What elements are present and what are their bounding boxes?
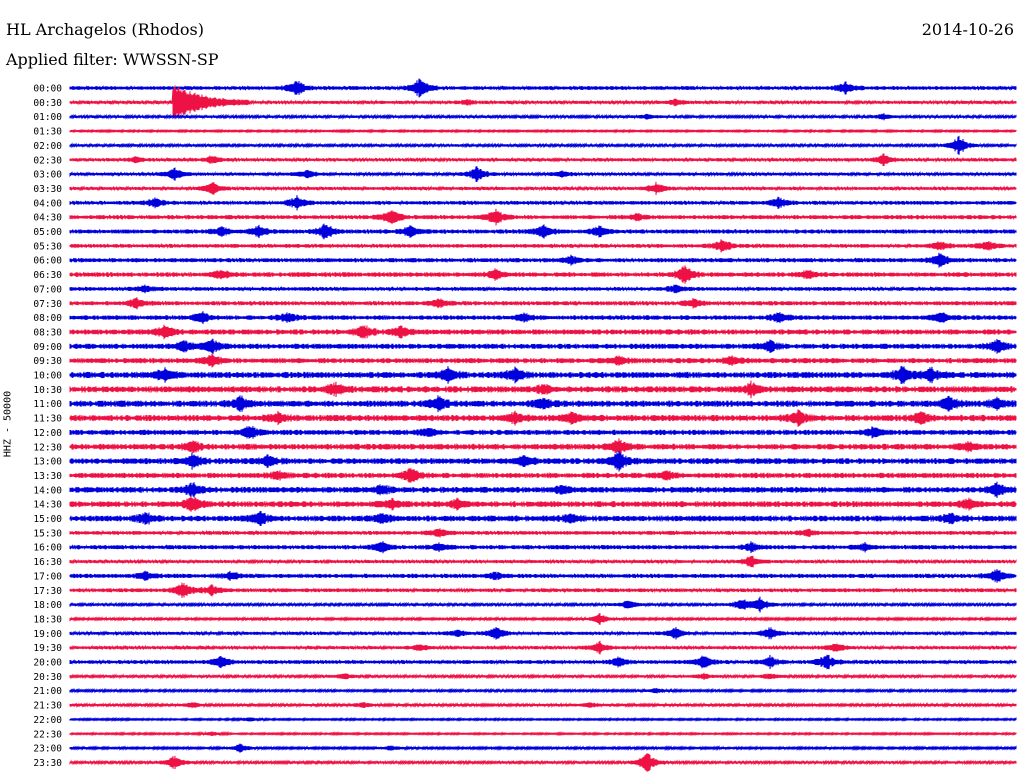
trace-time-label: 21:30 [33,701,62,712]
trace-time-label: 15:30 [33,528,62,539]
trace-time-label: 10:30 [33,385,62,396]
trace-time-label: 10:00 [33,371,62,382]
trace-time-label: 04:30 [33,213,62,224]
station-title: HL Archagelos (Rhodos) [6,20,204,39]
trace-time-label: 20:30 [33,672,62,683]
trace-time-label: 23:30 [33,758,62,769]
trace-time-label: 02:00 [33,141,62,152]
trace-time-label: 19:00 [33,629,62,640]
trace-time-label: 06:00 [33,256,62,267]
trace-time-label: 01:00 [33,112,62,123]
trace-time-label: 09:00 [33,342,62,353]
trace-time-label: 17:00 [33,571,62,582]
trace-time-label: 14:00 [33,485,62,496]
trace-time-label: 12:30 [33,442,62,453]
trace-time-label: 12:00 [33,428,62,439]
trace-time-label: 21:00 [33,686,62,697]
trace-time-label: 15:00 [33,514,62,525]
trace-time-label: 11:30 [33,414,62,425]
trace-time-label: 19:30 [33,643,62,654]
trace-time-label: 08:30 [33,327,62,338]
trace-time-label: 22:00 [33,715,62,726]
trace-time-label: 17:30 [33,586,62,597]
trace-time-label: 13:30 [33,471,62,482]
trace-time-label: 04:00 [33,198,62,209]
trace-time-label: 22:30 [33,729,62,740]
trace-time-label: 07:00 [33,284,62,295]
trace-time-label: 09:30 [33,356,62,367]
trace-time-label: 16:00 [33,543,62,554]
trace-time-label: 00:00 [33,84,62,95]
trace-time-label: 05:30 [33,241,62,252]
trace-time-label: 23:00 [33,744,62,755]
trace-time-label: 11:00 [33,399,62,410]
trace-time-label: 05:00 [33,227,62,238]
trace-time-label: 03:30 [33,184,62,195]
trace-time-label: 20:00 [33,658,62,669]
trace-time-label: 07:30 [33,299,62,310]
trace-time-label: 14:30 [33,500,62,511]
trace-time-label: 06:30 [33,270,62,281]
trace-time-label: 08:00 [33,313,62,324]
trace-time-label: 18:30 [33,614,62,625]
trace-time-label: 13:00 [33,457,62,468]
trace-time-label: 01:30 [33,127,62,138]
trace-time-label: 03:00 [33,170,62,181]
trace-time-label: 02:30 [33,155,62,166]
trace-time-label: 18:00 [33,600,62,611]
trace-time-label: 00:30 [33,98,62,109]
date-label: 2014-10-26 [921,20,1014,39]
trace-time-label: 16:30 [33,557,62,568]
trace-line [69,265,1017,284]
filter-label: Applied filter: WWSSN-SP [6,50,219,69]
